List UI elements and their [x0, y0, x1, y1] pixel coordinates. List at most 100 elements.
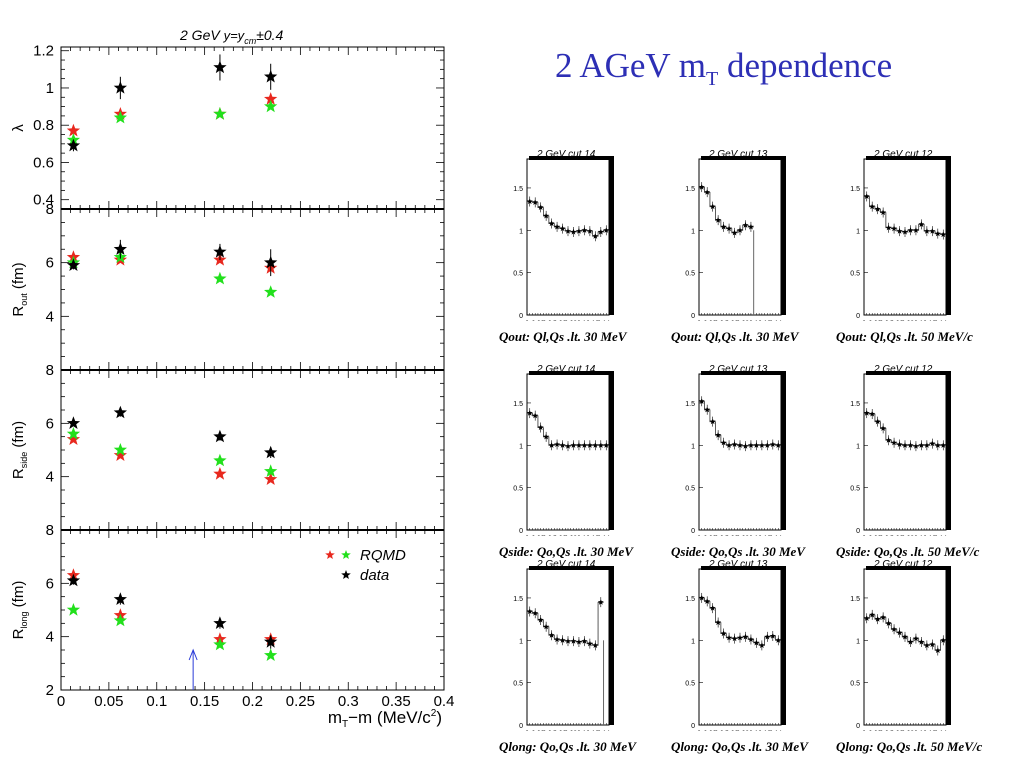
cf-y-tick-label: 0.5 — [513, 271, 523, 278]
cf-y-tick-label: 1.5 — [850, 596, 860, 603]
cf-x-tick-label: 0.12 — [923, 535, 936, 536]
cf-x-tick-label: 0.06 — [890, 320, 903, 321]
cf-point — [918, 221, 925, 227]
cf-point — [923, 442, 930, 448]
cf-point — [775, 637, 782, 643]
cf-x-tick-label: 0.14 — [934, 535, 947, 536]
legend-data-star — [341, 570, 351, 579]
cf-x-tick-label: 0.12 — [923, 320, 936, 321]
cf-caption: Qout: Ql,Qs .lt. 30 MeV — [499, 329, 627, 344]
cf-shadow-right — [781, 156, 786, 315]
cf-point — [863, 615, 870, 621]
cf-point — [575, 638, 582, 645]
cf-x-tick-label: 0.06 — [553, 730, 566, 731]
cf-x-tick-label: 0.02 — [532, 320, 545, 321]
cf-point — [570, 228, 577, 235]
cf-point — [764, 633, 771, 640]
cf-y-tick-label: 0 — [856, 723, 860, 730]
rqmd-point — [213, 107, 227, 120]
cf-point — [592, 233, 599, 239]
cf-x-tick-label: 0.12 — [923, 730, 936, 731]
cf-point — [912, 635, 919, 642]
slide-title-sub: T — [706, 68, 719, 90]
rqmd-point — [264, 464, 278, 477]
cf-point — [929, 227, 936, 234]
cf-point — [753, 442, 760, 448]
rqmd-point — [213, 637, 227, 651]
cf-point — [907, 227, 914, 233]
cf-point — [715, 431, 722, 438]
cf-x-tick-label: 0.04 — [880, 320, 893, 321]
cf-y-tick-label: 1.5 — [685, 596, 695, 603]
cf-point — [597, 228, 604, 235]
legend: RQMD data — [325, 547, 406, 584]
cf-point — [720, 439, 727, 446]
cf-y-tick-label: 0.5 — [685, 486, 695, 493]
cf-y-tick-label: 1.5 — [513, 596, 523, 603]
cf-point — [758, 442, 765, 448]
cf-point — [907, 638, 914, 645]
cf-x-tick-label: 0.12 — [586, 535, 599, 536]
cf-point — [537, 616, 544, 623]
cf-x-tick-label: 0 — [862, 535, 866, 536]
cf-point — [753, 639, 760, 646]
cf-point — [565, 227, 571, 234]
cf-plot: 2 GeV cut 1400.511.500.020.040.060.080.1… — [513, 149, 614, 321]
cf-point — [709, 418, 716, 425]
cf-point — [592, 642, 599, 648]
cf-point — [902, 228, 908, 235]
rqmd-point — [113, 613, 127, 627]
cf-point — [709, 604, 716, 611]
cf-panel: 2 GeV cut 1200.511.500.020.040.060.080.1… — [834, 362, 980, 562]
slide-title-tail: dependence — [718, 46, 893, 85]
y-tick-label: 4 — [46, 469, 54, 486]
cf-y-tick-label: 0 — [856, 313, 860, 320]
cf-x-tick-label: 0.14 — [934, 730, 947, 731]
cf-panel: 2 GeV cut 1400.511.500.020.040.060.080.1… — [497, 147, 643, 347]
y-tick-label: 1 — [46, 80, 54, 97]
cf-point — [896, 227, 903, 234]
cf-point — [715, 216, 722, 223]
cf-point — [907, 442, 914, 448]
cf-y-tick-label: 1 — [856, 443, 860, 450]
data-point — [113, 592, 127, 605]
cf-point — [731, 229, 738, 236]
cf-x-tick-label: 0.08 — [564, 320, 577, 321]
y-tick-label: 0.6 — [33, 154, 54, 171]
cf-y-tick-label: 0 — [856, 528, 860, 535]
cf-shadow-right — [609, 566, 614, 725]
cf-caption: Qlong: Qo,Qs .lt. 30 MeV — [671, 739, 808, 754]
data-point — [213, 60, 227, 74]
cf-x-tick-label: 0.14 — [769, 535, 782, 536]
cf-x-tick-label: 0.08 — [901, 320, 914, 321]
cf-caption: Qout: Ql,Qs .lt. 30 MeV — [671, 329, 799, 344]
cf-x-tick-label: 0.02 — [869, 730, 882, 731]
rqmd-point — [66, 432, 81, 445]
cf-panel: 2 GeV cut 1300.511.500.020.040.060.080.1… — [669, 147, 815, 347]
cf-point — [698, 183, 705, 190]
cf-point — [918, 638, 925, 645]
y-tick-label: 4 — [46, 629, 54, 646]
cf-x-tick-label: 0.04 — [715, 535, 728, 536]
cf-point — [940, 231, 947, 238]
cf-point — [929, 440, 936, 447]
cf-y-tick-label: 1.5 — [513, 186, 523, 193]
data-point — [66, 258, 81, 271]
cf-x-tick-label: 0.04 — [543, 535, 556, 536]
legend-rqmd-label: RQMD — [360, 547, 406, 564]
rqmd-point — [213, 453, 227, 467]
cf-point — [554, 223, 561, 230]
cf-point — [863, 193, 870, 199]
cf-point — [923, 642, 930, 648]
cf-x-tick-label: 0.1 — [749, 730, 758, 731]
cf-point — [586, 640, 593, 647]
cf-x-tick-label: 0.06 — [553, 320, 566, 321]
cf-x-tick-label: 0.06 — [553, 535, 566, 536]
y-tick-label: 0.4 — [33, 192, 54, 209]
cf-x-tick-label: 0.06 — [725, 320, 738, 321]
legend-data-label: data — [360, 567, 389, 584]
cf-point — [532, 412, 539, 419]
cf-column-title: 2 GeV cut 12 — [873, 559, 933, 570]
cf-shadow-right — [609, 156, 614, 315]
data-point — [113, 405, 127, 419]
